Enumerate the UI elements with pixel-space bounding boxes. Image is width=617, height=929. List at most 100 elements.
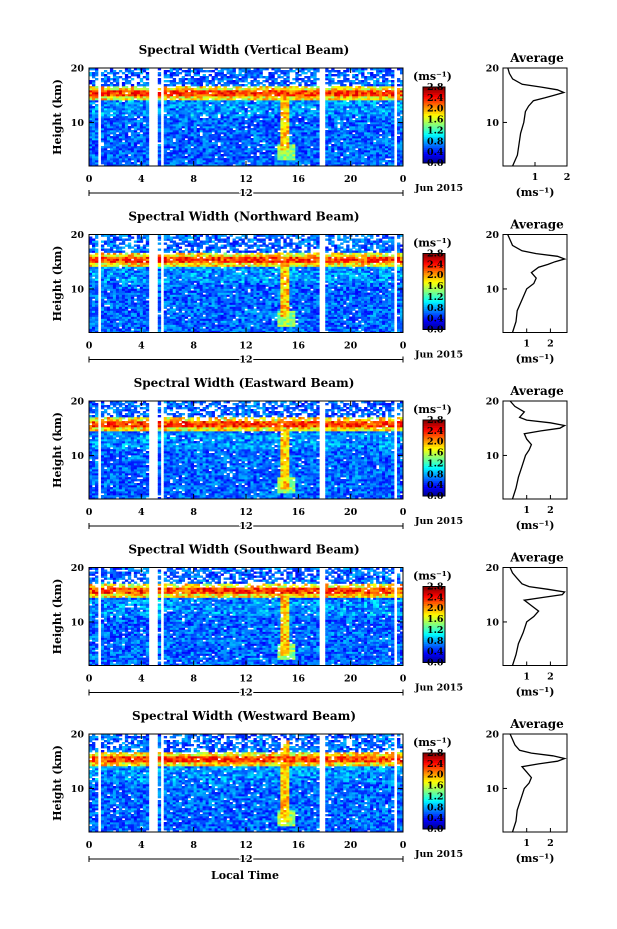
heatmap-cell (211, 100, 215, 103)
heatmap-cell (232, 142, 236, 145)
heatmap-cell (358, 122, 362, 125)
heatmap-cell (283, 128, 287, 131)
heatmap-cell (286, 120, 290, 123)
heatmap-cell (130, 284, 135, 287)
heatmap-cell (121, 150, 126, 153)
heatmap-cell (289, 110, 293, 113)
heatmap-cell (202, 98, 206, 101)
heatmap-cell (202, 94, 206, 97)
heatmap-cell (202, 96, 206, 99)
heatmap-cell (169, 106, 174, 109)
heatmap-cell (175, 158, 180, 161)
heatmap-cell (232, 120, 236, 123)
heatmap-cell (310, 160, 314, 163)
heatmap-cell (202, 138, 206, 141)
heatmap-cell (127, 306, 132, 309)
heatmap-cell (343, 158, 347, 161)
colorbar-swatch (423, 159, 445, 162)
heatmap-cell (250, 164, 254, 167)
heatmap-cell (103, 124, 108, 127)
heatmap-cell (193, 142, 198, 145)
heatmap-cell (127, 234, 132, 237)
heatmap-cell (139, 118, 144, 121)
heatmap-cell (256, 70, 260, 73)
heatmap-cell (259, 70, 263, 73)
heatmap-cell (115, 318, 120, 321)
heatmap-cell (385, 108, 389, 111)
heatmap-cell (301, 110, 305, 113)
heatmap-cell (340, 110, 344, 113)
heatmap-cell (367, 84, 371, 87)
heatmap-cell (316, 128, 320, 131)
heatmap-cell (178, 110, 183, 113)
heatmap-cell (238, 154, 242, 157)
heatmap-cell (106, 310, 111, 313)
heatmap-cell (325, 150, 329, 153)
heatmap-cell (238, 146, 242, 149)
heatmap-cell (220, 92, 224, 95)
heatmap-cell (166, 146, 171, 149)
heatmap-cell (292, 124, 296, 127)
heatmap-cell (136, 158, 141, 161)
heatmap-cell (310, 150, 314, 153)
heatmap-cell (313, 148, 317, 151)
heatmap-cell (145, 82, 150, 85)
heatmap-cell (175, 122, 180, 125)
heatmap-cell (340, 104, 344, 107)
heatmap-cell (229, 120, 233, 123)
heatmap-cell (217, 136, 221, 139)
heatmap-cell (112, 276, 117, 279)
heatmap-cell (367, 92, 371, 95)
heatmap-cell (118, 110, 123, 113)
heatmap-cell (145, 120, 150, 123)
heatmap-cell (181, 158, 186, 161)
heatmap-cell (355, 98, 359, 101)
heatmap-cell (169, 156, 174, 159)
heatmap-cell (121, 142, 126, 145)
heatmap-cell (94, 292, 99, 295)
heatmap-cell (106, 108, 111, 111)
heatmap-cell (379, 70, 383, 73)
heatmap-cell (163, 72, 168, 75)
heatmap-cell (115, 274, 120, 277)
heatmap-cell (121, 78, 126, 81)
heatmap-cell (349, 150, 353, 153)
heatmap-cell (217, 112, 221, 115)
heatmap-cell (217, 98, 221, 101)
heatmap-cell (376, 110, 380, 113)
heatmap-cell (127, 288, 132, 291)
heatmap-cell (220, 132, 224, 135)
heatmap-cell (106, 152, 111, 155)
heatmap-cell (217, 122, 221, 125)
heatmap-cell (109, 164, 114, 167)
heatmap-cell (130, 156, 135, 159)
heatmap-cell (106, 120, 111, 123)
heatmap-cell (337, 144, 341, 147)
heatmap-cell (382, 158, 386, 161)
heatmap-cell (136, 160, 141, 163)
heatmap-cell (190, 160, 195, 163)
heatmap-cell (130, 94, 135, 97)
heatmap-cell (196, 116, 200, 119)
heatmap-cell (397, 154, 401, 157)
heatmap-cell (190, 78, 195, 81)
heatmap-cell (166, 88, 171, 91)
heatmap-cell (184, 108, 189, 111)
heatmap-cell (316, 162, 320, 165)
heatmap-cell (91, 162, 96, 165)
heatmap-cell (358, 134, 362, 137)
heatmap-cell (241, 80, 245, 83)
heatmap-cell (349, 124, 353, 127)
heatmap-cell (376, 150, 380, 153)
heatmap-cell (364, 136, 368, 139)
heatmap-cell (352, 74, 356, 77)
heatmap-cell (91, 330, 96, 333)
heatmap-cell (307, 156, 311, 159)
heatmap-cell (376, 116, 380, 119)
heatmap-cell (229, 144, 233, 147)
heatmap-cell (112, 266, 117, 269)
heatmap-cell (250, 114, 254, 117)
heatmap-cell (109, 314, 114, 317)
heatmap-cell (391, 148, 395, 151)
heatmap-cell (349, 108, 353, 111)
